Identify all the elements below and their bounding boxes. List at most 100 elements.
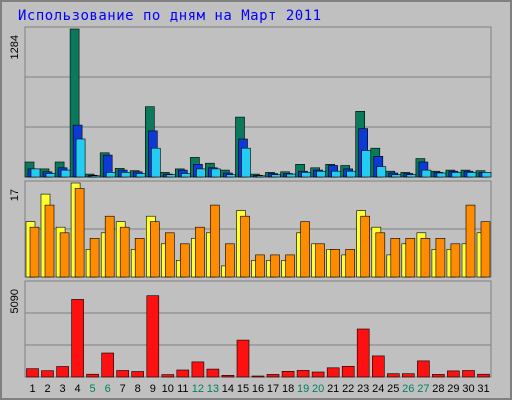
- bar-middle-series2-day10: [165, 232, 175, 278]
- bar-top-series3-day13: [211, 168, 221, 178]
- x-tick-label: 20: [312, 383, 324, 395]
- x-tick-label: 2: [44, 383, 50, 395]
- bar-middle-series2-day19: [300, 221, 310, 278]
- bar-bottom-series1-day11: [176, 369, 190, 378]
- x-tick-label: 28: [432, 383, 444, 395]
- x-tick-label: 18: [282, 383, 294, 395]
- y-max-label: 17: [9, 189, 21, 201]
- bar-middle-series2-day27: [420, 238, 431, 278]
- bar-top-series3-day24: [376, 166, 387, 178]
- bar-middle-series2-day12: [195, 226, 205, 278]
- bar-bottom-series1-day28: [432, 374, 445, 378]
- bar-middle-series2-day25: [390, 238, 401, 278]
- bar-middle-series2-day6: [104, 215, 115, 278]
- bar-top-series3-day30: [466, 172, 477, 178]
- x-tick-label: 16: [252, 383, 264, 395]
- bar-middle-series2-day29: [450, 243, 461, 278]
- bar-bottom-series1-day8: [131, 371, 144, 378]
- bar-top-series3-day31: [481, 172, 492, 178]
- bar-top-series3-day14: [226, 174, 236, 178]
- bar-middle-series2-day16: [255, 254, 265, 278]
- bar-top-series3-day21: [331, 170, 342, 178]
- x-tick-label: 27: [417, 383, 429, 395]
- x-tick-label: 7: [120, 383, 126, 395]
- bar-middle-series2-day15: [240, 215, 250, 278]
- bar-top-series3-day9: [151, 147, 161, 178]
- bar-bottom-series1-day29: [447, 370, 460, 378]
- bar-bottom-series1-day20: [311, 371, 325, 378]
- bar-middle-series2-day31: [480, 221, 491, 278]
- x-tick-label: 21: [327, 383, 339, 395]
- bar-bottom-series1-day15: [236, 339, 250, 378]
- bar-top-series3-day11: [181, 173, 191, 178]
- bar-middle-series2-day11: [180, 243, 190, 278]
- x-tick-label: 6: [105, 383, 111, 395]
- bar-top-series3-day28: [436, 172, 447, 178]
- bar-middle-series2-day21: [330, 249, 341, 278]
- bar-middle-series2-day23: [360, 215, 371, 278]
- bar-top-series3-day19: [301, 172, 311, 178]
- y-max-label: 5090: [9, 289, 21, 313]
- bar-middle-series2-day22: [345, 249, 356, 278]
- bar-middle-series2-day28: [435, 238, 446, 278]
- bar-top-series3-day16: [256, 175, 266, 178]
- bar-bottom-series1-day26: [401, 373, 415, 378]
- bar-top-series3-day7: [120, 172, 131, 178]
- bar-top-series3-day20: [316, 170, 326, 178]
- bar-bottom-series1-day17: [266, 374, 280, 378]
- bar-middle-series2-day1: [29, 226, 40, 278]
- bar-middle-series2-day5: [89, 238, 100, 278]
- bar-bottom-series1-day12: [191, 361, 205, 378]
- x-tick-label: 26: [402, 383, 414, 395]
- bar-middle-series2-day18: [285, 254, 295, 278]
- bar-middle-series2-day30: [465, 204, 476, 278]
- bar-bottom-series1-day7: [116, 370, 129, 378]
- bar-bottom-series1-day21: [326, 367, 340, 378]
- bar-bottom-series1-day10: [161, 374, 175, 378]
- bar-top-series3-day23: [361, 150, 372, 178]
- plot-area: [24, 26, 492, 178]
- bar-top-series3-day6: [105, 172, 116, 178]
- bar-bottom-series1-day13: [206, 368, 220, 378]
- bar-middle-series2-day14: [225, 243, 235, 278]
- bar-bottom-series1-day4: [71, 299, 84, 378]
- bar-middle-series2-day4: [74, 188, 85, 278]
- bar-top-series3-day2: [45, 173, 56, 178]
- bar-bottom-series1-day23: [356, 328, 370, 378]
- bar-bottom-series1-day5: [86, 373, 99, 378]
- bar-middle-series2-day9: [150, 221, 160, 278]
- x-tick-label: 8: [135, 383, 141, 395]
- x-tick-label: 31: [477, 383, 489, 395]
- x-tick-label: 17: [267, 383, 279, 395]
- x-tick-label: 1: [29, 383, 35, 395]
- x-tick-label: 29: [447, 383, 459, 395]
- bar-top-series3-day18: [286, 173, 296, 178]
- x-tick-label: 22: [342, 383, 354, 395]
- bar-top-series3-day27: [421, 169, 432, 178]
- x-tick-label: 12: [192, 383, 204, 395]
- x-tick-label: 5: [90, 383, 96, 395]
- bar-top-series3-day5: [90, 175, 101, 178]
- bar-middle-series2-day24: [375, 232, 386, 278]
- bar-middle-series2-day20: [315, 243, 325, 278]
- bar-middle-series2-day2: [44, 204, 55, 278]
- bar-bottom-series1-day18: [281, 370, 295, 378]
- bar-bottom-series1-day24: [371, 355, 385, 378]
- bar-top-series3-day25: [391, 174, 402, 178]
- bar-top-series3-day4: [75, 138, 86, 178]
- x-tick-label: 13: [207, 383, 219, 395]
- bar-bottom-series1-day2: [41, 370, 54, 378]
- x-tick-label: 4: [75, 383, 81, 395]
- bar-bottom-series1-day19: [296, 370, 310, 378]
- bar-top-series3-day17: [271, 174, 281, 178]
- bar-top-series3-day10: [166, 174, 176, 178]
- x-tick-label: 14: [222, 383, 234, 395]
- bar-top-series3-day1: [30, 168, 41, 178]
- bar-middle-series2-day3: [59, 232, 70, 278]
- bar-bottom-series1-day1: [26, 368, 39, 378]
- x-tick-label: 24: [372, 383, 384, 395]
- bar-bottom-series1-day25: [386, 373, 400, 378]
- x-tick-label: 3: [60, 383, 66, 395]
